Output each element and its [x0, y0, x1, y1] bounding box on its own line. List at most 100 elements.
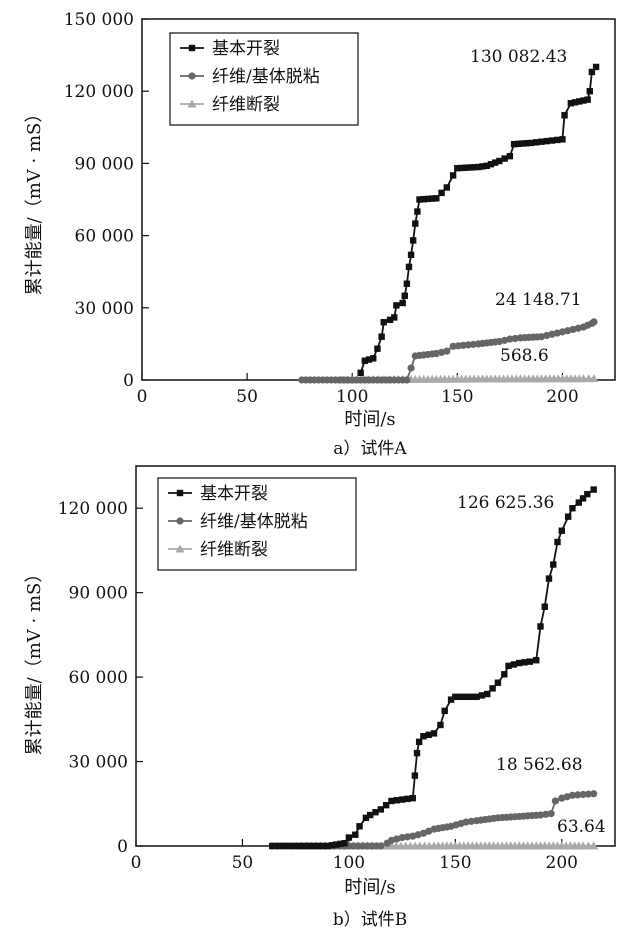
panel-a-series-0-point: [523, 140, 530, 147]
panel-a-x-tick-label: 50: [236, 387, 258, 407]
panel-b-series-0-point: [341, 839, 348, 847]
panel-a-y-tick-label: 0: [123, 371, 134, 391]
panel-a-series-0-point: [501, 155, 508, 162]
panel-a-series-0-point: [361, 357, 369, 364]
panel-a-series-0-point: [443, 184, 451, 191]
panel-a-series-0-point: [538, 138, 545, 145]
panel-b-series-0-point: [283, 842, 291, 850]
panel-b-y-tick-label: 60 000: [69, 668, 128, 688]
panel-a-series-0-point: [510, 140, 518, 148]
panel-a-series-0: [357, 63, 600, 376]
panel-b-series-0-point: [521, 659, 528, 666]
panel-a-x-tick-label: 0: [137, 387, 148, 407]
panel-b-y-tick-label: 30 000: [69, 753, 128, 773]
panel-a-x-ticks: 0 50 100 150 200: [137, 373, 579, 407]
panel-b-series-0-point: [545, 575, 553, 582]
panel-b-series-0-point: [425, 731, 432, 739]
panel-b-series-0-point: [315, 842, 323, 850]
panel-b-series-0-point: [398, 796, 406, 803]
panel-b-series-1-point: [536, 811, 545, 819]
panel-a-series-0-point: [458, 164, 465, 172]
panel-a-series-0-point: [506, 152, 514, 160]
panel-b-x-tick-label: 100: [333, 853, 365, 873]
panel-b-series-0-point: [404, 795, 411, 803]
panel-b-series-0-point: [413, 749, 421, 757]
panel-b-series-0-point: [550, 561, 557, 568]
panel-a-series-0-point: [475, 163, 482, 171]
panel-b-series-0-point: [430, 730, 438, 737]
panel-a-x-tick-label: 200: [546, 387, 578, 407]
panel-b-x-tick-label: 50: [232, 853, 254, 873]
panel-b-x-tick-label: 0: [131, 853, 142, 873]
panel-a-series-0-point: [399, 299, 406, 307]
panel-b-series-0-point: [311, 842, 319, 850]
panel-a-series-0-point: [462, 164, 469, 171]
panel-a-y-tick-label: 60 000: [75, 227, 134, 247]
panel-a-y-tick-label: 30 000: [75, 299, 134, 319]
panel-b-series-0-point: [505, 662, 512, 670]
panel-b-series-0-point: [478, 692, 486, 699]
panel-a-series-0-point: [576, 98, 583, 105]
panel-a-series-0-point: [491, 159, 499, 166]
panel-b-series-0-point: [324, 842, 331, 850]
panel-a-series-0-point: [454, 165, 461, 172]
panel-a-series-0-point: [438, 189, 445, 197]
panel-b-series-0-point: [328, 842, 336, 849]
panel-a-series-0-point: [584, 96, 591, 103]
panel-a-series-1-point: [511, 334, 519, 343]
panel-b-annotation-1: 126 625.36: [457, 493, 554, 513]
panel-b-x-axis-label: 时间/s: [344, 877, 395, 898]
panel-a-series-0-point: [470, 164, 478, 171]
panel-b-y-axis-label: 累计能量/（mV · mS）: [24, 565, 45, 756]
panel-b-series-0-point: [307, 842, 314, 850]
panel-a-series-0-point: [543, 137, 550, 145]
panel-a-legend-swatch-marker: [187, 99, 197, 108]
panel-a-y-ticks: 0 30 000 60 000 90 000 120 000 150 000: [64, 10, 149, 391]
panel-b-x-tick-label: 150: [439, 853, 471, 873]
panel-b-series-0-point: [409, 794, 416, 802]
panel-a-series-0-point: [559, 136, 566, 143]
panel-a-series-2-point: [589, 374, 599, 383]
panel-b-series-0-point: [288, 842, 295, 850]
panel-b-series-1-point: [568, 791, 577, 799]
panel-b-series-0-point: [460, 693, 468, 701]
panel-a-annotation-2: 24 148.71: [495, 290, 582, 310]
panel-b-annotation-2: 18 562.68: [496, 755, 583, 775]
panel-a-series-1-point: [407, 364, 415, 372]
panel-b-y-ticks: 0 30 000 60 000 90 000 120 000: [58, 499, 143, 857]
panel-b-series-0-point: [510, 661, 518, 668]
panel-b-series-0-point: [584, 490, 591, 498]
panel-a-series-0-point: [479, 163, 486, 170]
panel-a-series-0-point: [403, 280, 411, 287]
panel-b-series-0-point: [320, 842, 327, 850]
panel-b-series-0-point: [332, 841, 340, 848]
panel-a-series-0-point: [515, 140, 522, 148]
panel-a-series-0-point: [378, 333, 385, 340]
panel-a-series-1-point: [443, 347, 451, 355]
panel-b-legend-entry-0: 基本开裂: [200, 484, 268, 504]
panel-b-series-0-point: [293, 842, 300, 850]
panel-b-y-tick-label: 120 000: [58, 499, 128, 519]
panel-b-series-0-point: [298, 842, 305, 850]
panel-a-y-axis-label: 累计能量/（mV · mS）: [24, 105, 45, 296]
panel-a-series-0-point: [374, 345, 381, 352]
panel-a-series: [298, 63, 600, 384]
panel-b-series-0-point: [537, 623, 544, 630]
panel-b-series-0-point: [484, 690, 491, 698]
panel-a-legend-swatch-marker: [188, 44, 196, 52]
panel-b-series-0-point: [569, 505, 576, 512]
panel-b-series-1-point: [403, 833, 412, 841]
panel-b-series-0-point: [516, 659, 523, 667]
panel-b-series-0-point: [575, 499, 583, 506]
panel-b-series-0-point: [473, 693, 480, 701]
panel-a-series-0-point: [527, 139, 535, 147]
panel-a-series-0-point: [588, 68, 596, 76]
panel-b-y-tick-label: 0: [117, 837, 128, 857]
panel-a-y-tick-label: 150 000: [64, 10, 134, 30]
panel-b-series-0-point: [303, 842, 310, 850]
panel-a-series-0-point: [386, 316, 394, 324]
panel-b-series: [268, 486, 599, 850]
panel-a-series-0-point: [407, 251, 415, 259]
panel-b-series-0-point: [489, 685, 496, 692]
